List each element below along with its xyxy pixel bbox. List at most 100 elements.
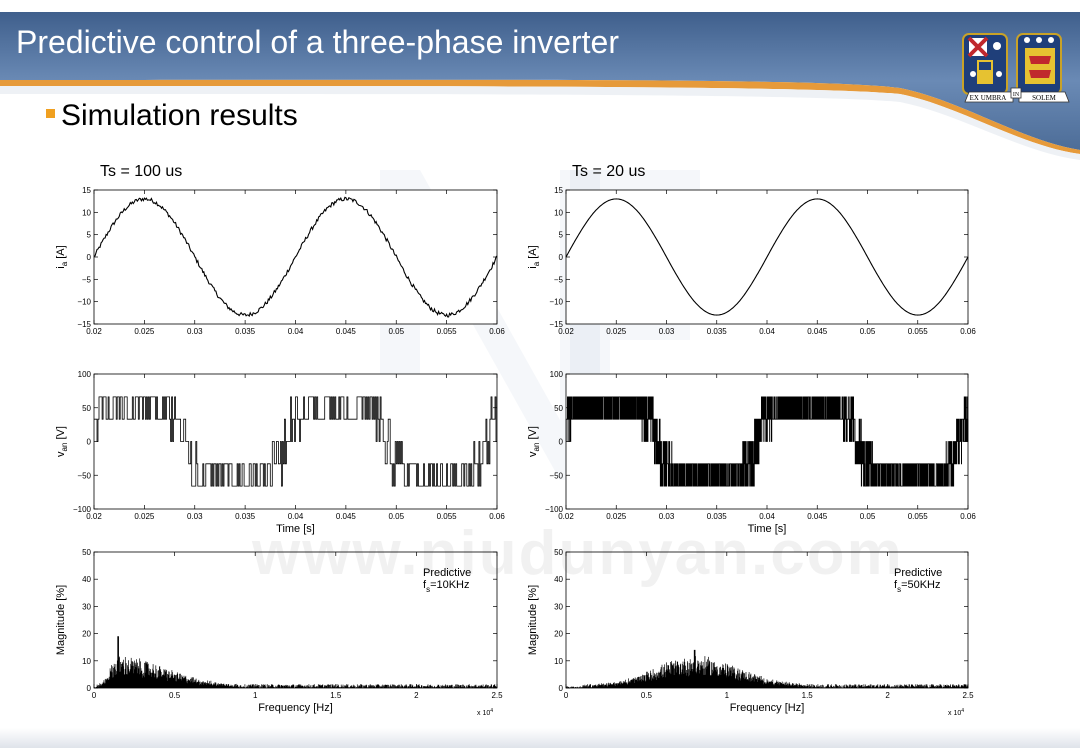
y-tick-label: 0 [559, 438, 564, 447]
x-tick-label: 0.04 [288, 327, 304, 336]
x-axis-label-van-20: Time [s] [748, 523, 787, 535]
annotation-line1-spec-10k: Predictive [423, 567, 471, 579]
y-tick-label: 20 [82, 630, 91, 639]
y-tick-label: −15 [77, 320, 91, 329]
y-tick-label: −100 [73, 505, 92, 514]
x-tick-label: 0 [564, 691, 569, 700]
x-tick-label: 1.5 [330, 691, 342, 700]
series-line-van-20 [565, 396, 969, 487]
y-tick-label: 40 [554, 575, 563, 584]
x-tick-label: 2.5 [962, 691, 974, 700]
x-tick-label: 0.055 [908, 327, 929, 336]
x-tick-label: 1 [253, 691, 258, 700]
y-axis-label-van-100: van [V] [55, 426, 69, 457]
y-tick-label: 15 [554, 186, 563, 195]
y-tick-label: 10 [554, 208, 563, 217]
y-tick-label: 0 [87, 438, 92, 447]
y-tick-label: −50 [77, 471, 91, 480]
y-tick-label: 0 [87, 684, 92, 693]
y-tick-label: −15 [549, 320, 563, 329]
crest-right-text: SOLEM [1032, 94, 1057, 102]
x-tick-label: 0.03 [187, 327, 203, 336]
bullet-text: Simulation results [61, 99, 298, 132]
x-tick-label: 0.06 [489, 512, 505, 521]
panel-title-ia-20: Ts = 20 us [572, 163, 645, 180]
x-tick-label: 0.035 [235, 327, 256, 336]
x-tick-label: 0 [92, 691, 97, 700]
x-tick-label: 0.055 [437, 512, 458, 521]
y-axis-label-spec-50k: Magnitude [%] [527, 585, 539, 655]
x-tick-label: 0.03 [659, 512, 675, 521]
annotation-line2-spec-10k: fs=10KHz [423, 579, 470, 594]
y-axis-label-spec-10k: Magnitude [%] [55, 585, 67, 655]
series-spectrum-spec-10k [93, 636, 498, 688]
x-tick-label: 0.045 [336, 327, 357, 336]
y-tick-label: 50 [554, 404, 563, 413]
y-axis-label-ia-20: ia [A] [527, 245, 541, 268]
x-tick-label: 0.04 [759, 327, 775, 336]
x-tick-label: 0.045 [336, 512, 357, 521]
x-tick-label: 0.035 [707, 512, 728, 521]
x-tick-label: 0.055 [908, 512, 929, 521]
slide-title: Predictive control of a three-phase inve… [16, 24, 619, 60]
x-tick-label: 0.05 [860, 512, 876, 521]
x-tick-label: 0.035 [707, 327, 728, 336]
x-tick-label: 0.5 [641, 691, 653, 700]
bullet-icon [46, 108, 55, 118]
x-axis-label-spec-10k: Frequency [Hz] [258, 702, 333, 714]
x-tick-label: 0.05 [860, 327, 876, 336]
x-tick-label: 0.02 [558, 327, 574, 336]
x-tick-label: 0.025 [606, 327, 627, 336]
x-tick-label: 0.04 [288, 512, 304, 521]
y-tick-label: 15 [82, 186, 91, 195]
x-tick-label: 0.035 [235, 512, 256, 521]
university-crest-logo: EX UMBRA IN SOLEM [962, 33, 1070, 103]
x-tick-label: 2.5 [491, 691, 503, 700]
x-tick-label: 0.02 [86, 327, 102, 336]
series-line-ia-100 [93, 196, 498, 318]
watermark-text: www.niudunyan.com [252, 519, 904, 588]
x-tick-label: 1.5 [802, 691, 814, 700]
y-tick-label: 5 [559, 231, 564, 240]
y-tick-label: −5 [554, 275, 564, 284]
x-tick-label: 0.045 [807, 327, 828, 336]
y-tick-label: 5 [87, 231, 92, 240]
bullet-item: Simulation results [46, 99, 298, 133]
y-tick-label: −100 [545, 505, 564, 514]
annotation-line2-spec-50k: fs=50KHz [894, 579, 941, 594]
x-tick-label: 0.06 [960, 512, 976, 521]
x-multiplier-spec-10k: x 104 [477, 708, 493, 717]
y-axis-label-van-20: van [V] [527, 426, 541, 457]
x-tick-label: 0.02 [558, 512, 574, 521]
series-spectrum-spec-50k [565, 649, 969, 688]
annotation-line1-spec-50k: Predictive [894, 567, 942, 579]
y-tick-label: 50 [82, 548, 91, 557]
y-tick-label: 50 [82, 404, 91, 413]
x-tick-label: 2 [885, 691, 890, 700]
plot-area-spec-50k [565, 551, 969, 689]
y-tick-label: −10 [549, 298, 563, 307]
x-tick-label: 0.025 [134, 327, 155, 336]
header-banner [0, 12, 1080, 160]
y-tick-label: 50 [554, 548, 563, 557]
x-tick-label: 0.02 [86, 512, 102, 521]
x-tick-label: 0.045 [807, 512, 828, 521]
panel-title-ia-100: Ts = 100 us [100, 163, 182, 180]
y-tick-label: 0 [559, 253, 564, 262]
x-tick-label: 0.05 [388, 512, 404, 521]
crest-left-text: EX UMBRA [970, 94, 1007, 102]
x-tick-label: 0.055 [437, 327, 458, 336]
series-line-ia-20 [565, 198, 969, 316]
x-tick-label: 0.03 [187, 512, 203, 521]
y-tick-label: 100 [78, 370, 92, 379]
x-axis-label-van-100: Time [s] [276, 523, 315, 535]
y-tick-label: 0 [559, 684, 564, 693]
x-tick-label: 0.05 [388, 327, 404, 336]
x-tick-label: 0.5 [169, 691, 181, 700]
y-tick-label: −5 [82, 275, 92, 284]
x-multiplier-spec-50k: x 104 [948, 708, 964, 717]
x-tick-label: 0.04 [759, 512, 775, 521]
y-tick-label: 10 [82, 208, 91, 217]
x-tick-label: 0.06 [489, 327, 505, 336]
